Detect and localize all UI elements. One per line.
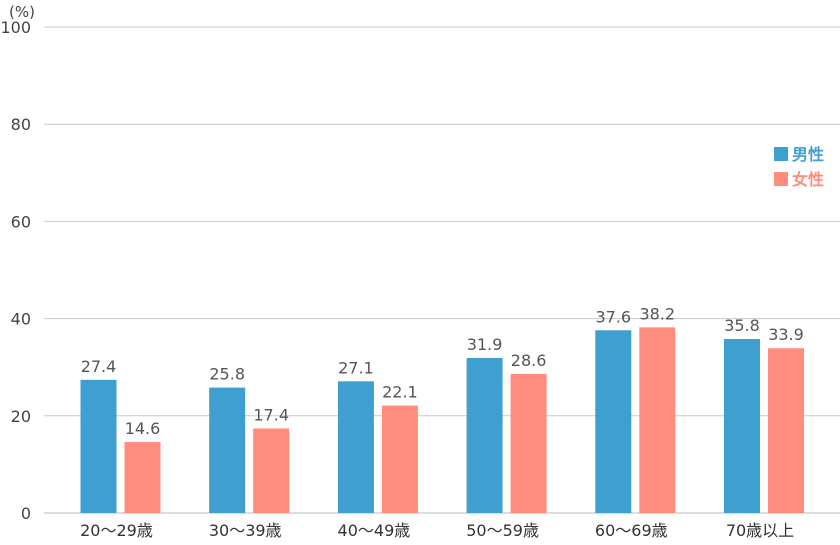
bar-male-2 — [337, 381, 374, 513]
legend-swatch-female — [774, 172, 788, 186]
data-label-female-3: 28.6 — [511, 351, 547, 370]
bar-male-1 — [209, 387, 246, 513]
y-axis-unit-label: (%) — [9, 3, 35, 21]
y-tick-label-0: 0 — [21, 504, 31, 523]
legend-label-male: 男性 — [792, 145, 824, 164]
category-label-3: 50～59歳 — [466, 521, 539, 540]
y-tick-label-40: 40 — [11, 310, 31, 329]
data-label-male-3: 31.9 — [467, 335, 503, 354]
bar-female-1 — [253, 428, 290, 513]
category-label-1: 30～39歳 — [209, 521, 282, 540]
y-tick-label-20: 20 — [11, 407, 31, 426]
data-labels: 27.4 14.6 25.8 17.4 27.1 22.1 31.9 28.6 37.6 38.2… — [81, 304, 804, 438]
bar-female-2 — [381, 405, 418, 513]
legend-swatch-male — [774, 147, 788, 161]
y-tick-label-60: 60 — [11, 212, 31, 231]
data-label-female-0: 14.6 — [125, 419, 161, 438]
bar-female-0 — [124, 442, 161, 513]
category-label-2: 40～49歳 — [338, 521, 411, 540]
y-axis-tick-labels: 0 20 40 60 80 100 — [0, 18, 31, 523]
data-label-male-2: 27.1 — [338, 358, 374, 377]
bar-male-4 — [595, 330, 632, 513]
data-label-male-1: 25.8 — [209, 365, 245, 384]
gridlines — [44, 26, 840, 514]
bars — [80, 327, 804, 513]
bar-female-3 — [510, 374, 547, 513]
y-tick-label-80: 80 — [11, 115, 31, 134]
data-label-male-5: 35.8 — [724, 316, 760, 335]
category-label-0: 20～29歳 — [80, 521, 153, 540]
category-label-4: 60～69歳 — [595, 521, 668, 540]
category-label-5: 70歳以上 — [726, 521, 794, 540]
bar-female-5 — [768, 348, 804, 513]
data-label-male-4: 37.6 — [595, 307, 631, 326]
bar-male-3 — [466, 357, 503, 513]
legend-label-female: 女性 — [792, 170, 824, 189]
data-label-female-5: 33.9 — [768, 325, 804, 344]
x-axis-category-labels: 20～29歳 30～39歳 40～49歳 50～59歳 60～69歳 70歳以上 — [80, 521, 794, 540]
bar-male-5 — [724, 339, 760, 513]
bar-male-0 — [80, 379, 117, 513]
data-label-female-2: 22.1 — [382, 383, 418, 402]
y-tick-label-100: 100 — [0, 18, 31, 37]
bar-female-4 — [639, 327, 676, 513]
data-label-female-1: 17.4 — [253, 405, 289, 424]
data-label-female-4: 38.2 — [639, 304, 675, 323]
data-label-male-0: 27.4 — [81, 357, 117, 376]
